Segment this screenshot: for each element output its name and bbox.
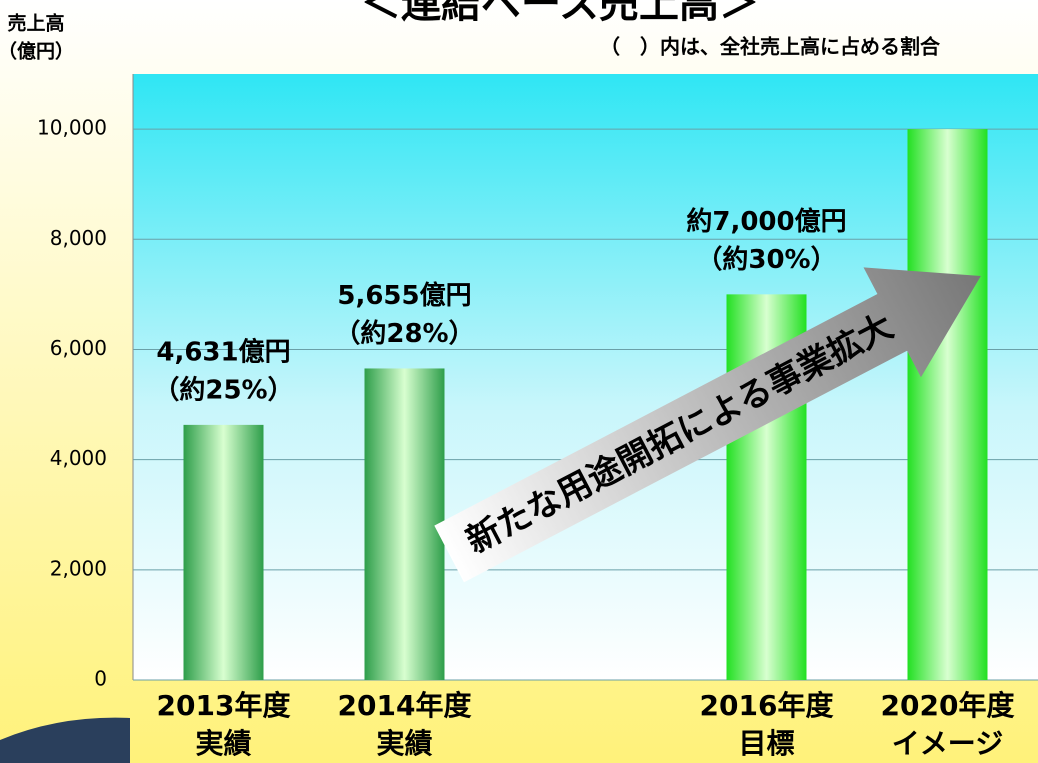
x-tick-label: 2013年度 — [157, 689, 291, 722]
photo-fragment — [0, 717, 130, 763]
data-label: （約30%） — [696, 244, 836, 275]
y-tick-label: 6,000 — [50, 336, 107, 360]
data-label: 約7,000億円 — [686, 206, 846, 237]
plot-area — [133, 74, 1038, 680]
chart-subtitle: （ ）内は、全社売上高に占める割合 — [600, 35, 941, 59]
arrow-shape — [434, 267, 981, 583]
x-tick-label: 2016年度 — [700, 689, 834, 722]
y-tick-label: 10,000 — [37, 116, 107, 140]
y-tick-label: 8,000 — [50, 226, 107, 250]
chart-title: ＜連結ベース売上高＞ — [361, 0, 759, 27]
data-label: （約25%） — [153, 374, 293, 405]
x-tick-label: 目標 — [738, 727, 794, 760]
data-label: 5,655億円 — [337, 281, 471, 311]
data-label: 4,631億円 — [156, 337, 290, 367]
x-tick-label: 2020年度 — [881, 689, 1015, 722]
bar — [907, 129, 988, 680]
bar — [183, 424, 264, 680]
bar — [364, 368, 445, 680]
y-axis-label: （億円） — [0, 40, 74, 63]
y-tick-label: 4,000 — [50, 446, 107, 470]
x-tick-label: 実績 — [376, 727, 432, 760]
data-label: （約28%） — [334, 318, 474, 349]
y-tick-label: 2,000 — [50, 556, 107, 580]
x-tick-label: 実績 — [195, 727, 251, 760]
x-tick-label: イメージ — [892, 727, 1003, 760]
y-axis-label: 売上高 — [7, 12, 64, 35]
x-tick-label: 2014年度 — [338, 689, 472, 722]
y-tick-label: 0 — [94, 667, 107, 691]
